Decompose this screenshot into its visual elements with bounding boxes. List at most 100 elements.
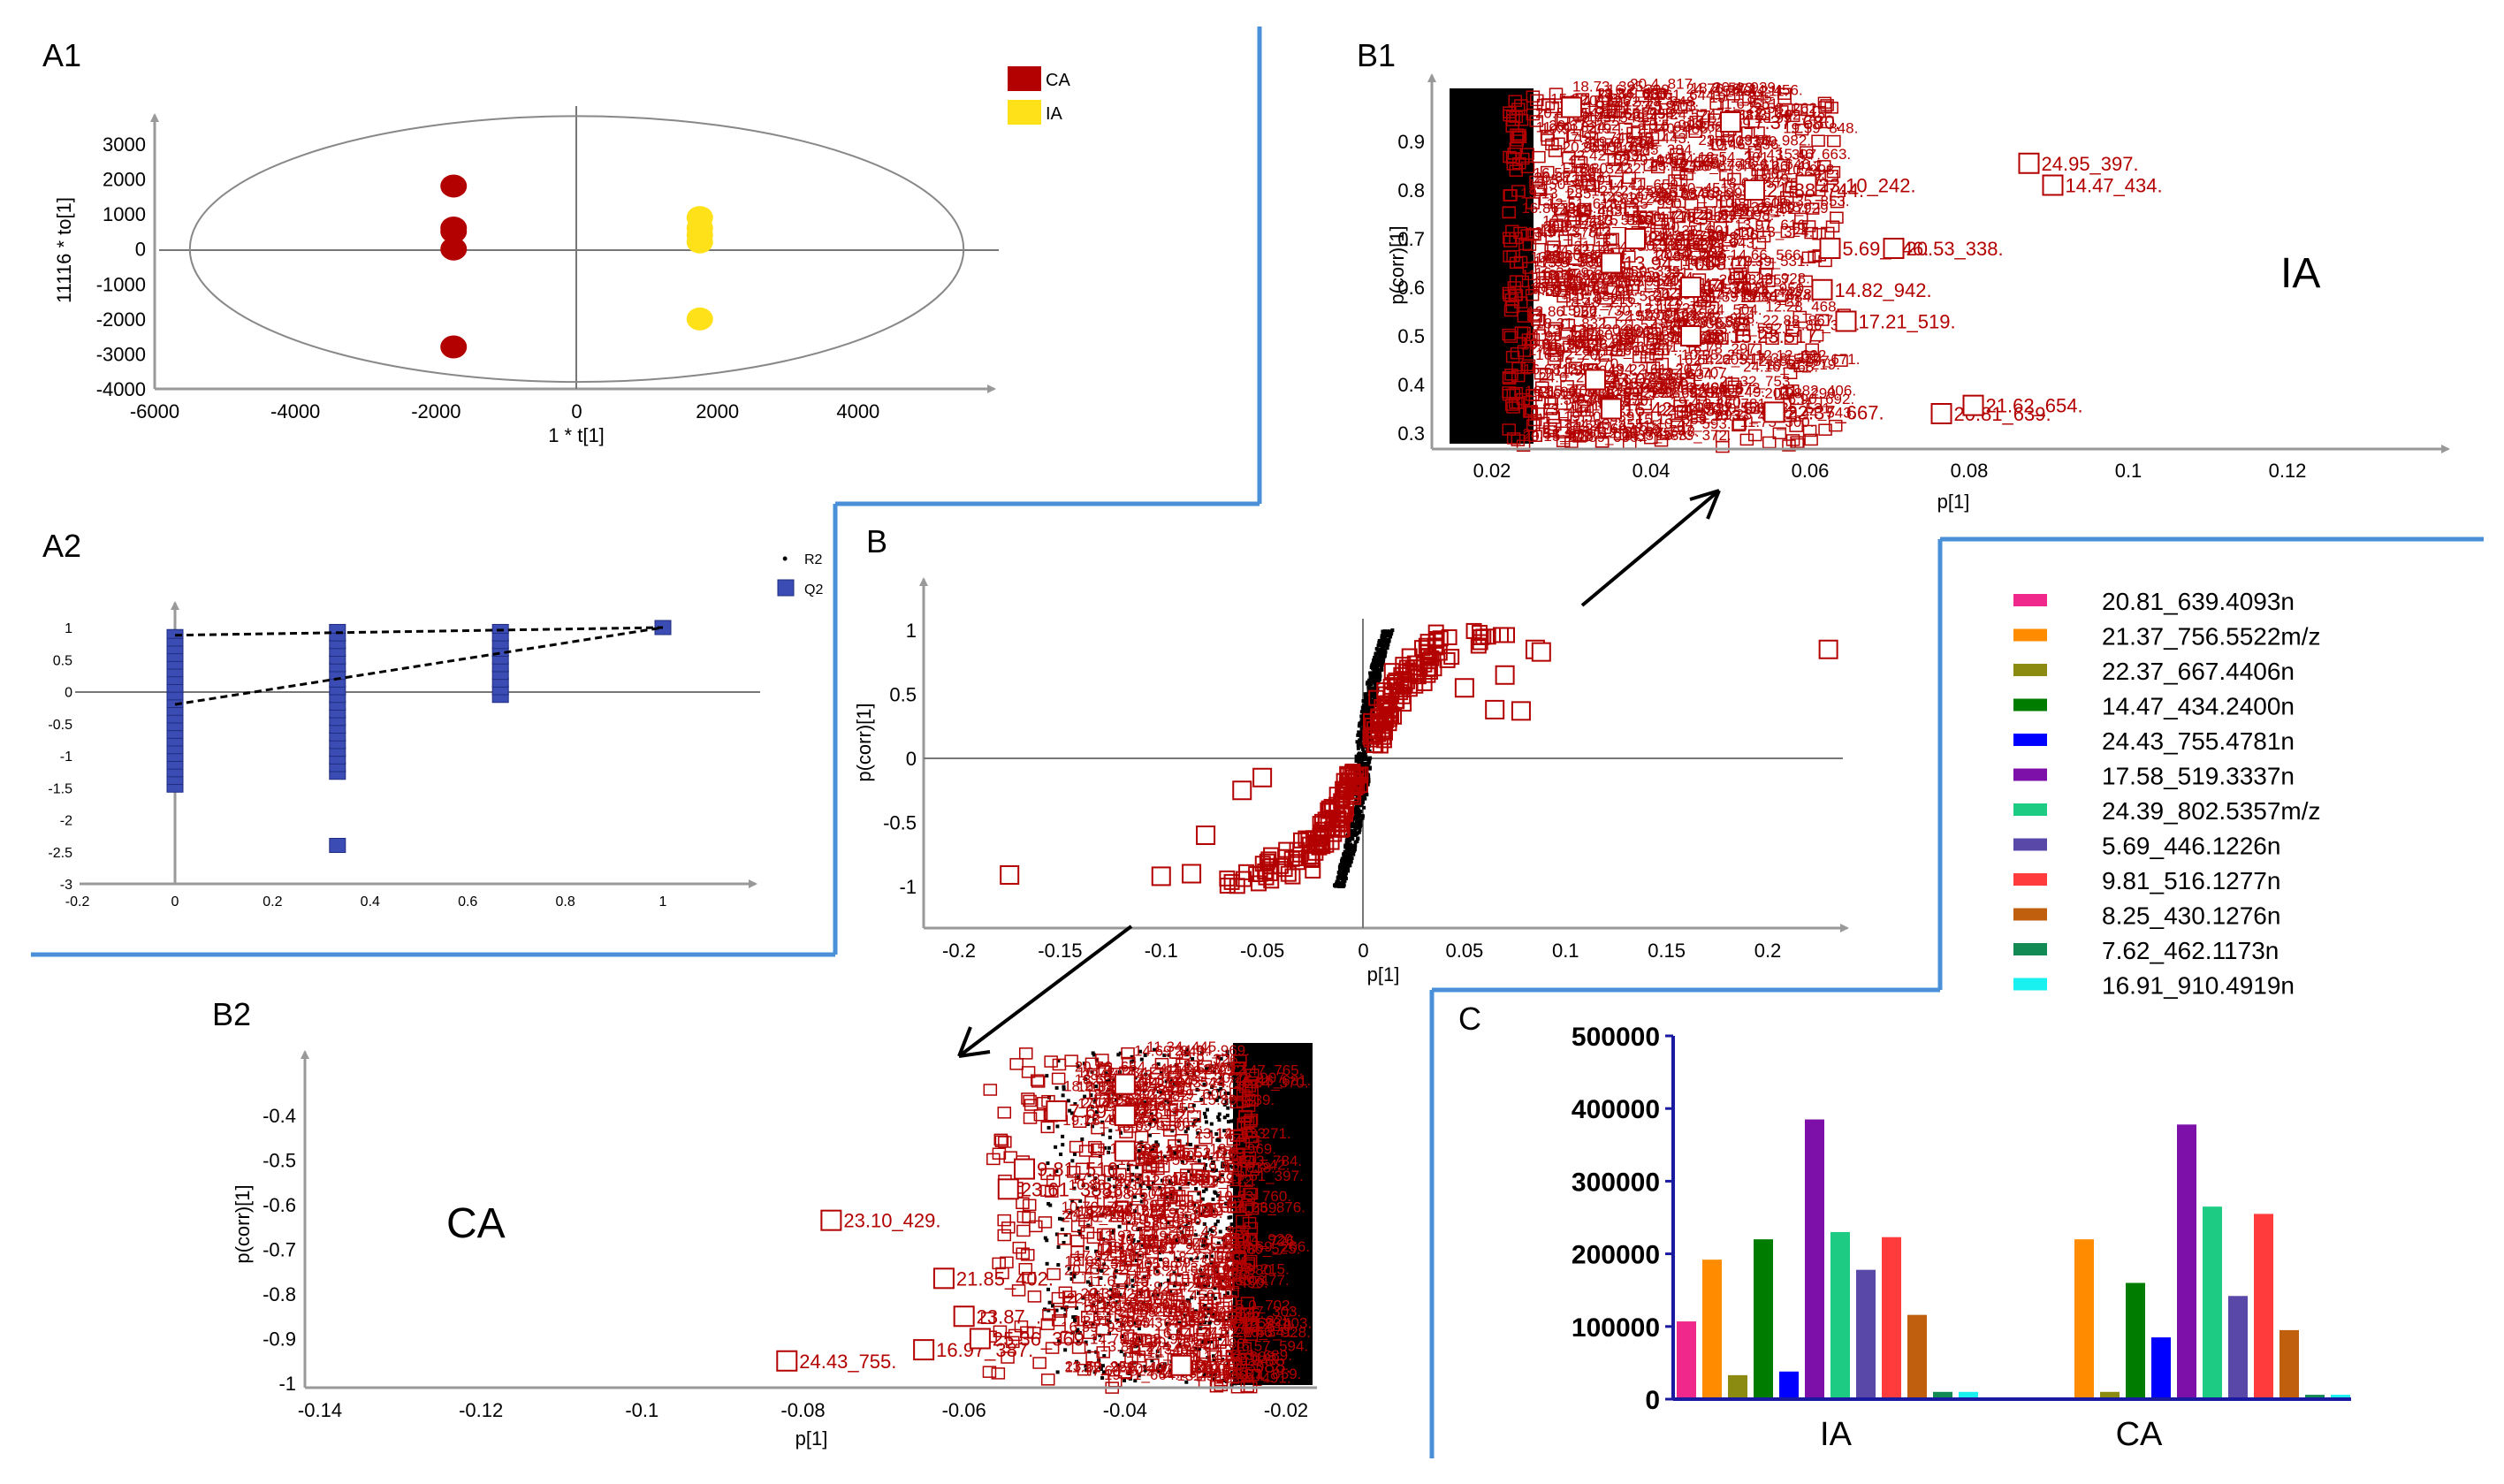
b2-selected-point bbox=[1196, 1328, 1210, 1341]
b2-selected-point bbox=[1064, 1054, 1078, 1067]
b1-filler-label: 12.50_484. bbox=[1740, 288, 1815, 305]
b2-filler-label: 24.80_282. bbox=[1129, 1334, 1204, 1351]
b-variable-point bbox=[1363, 696, 1367, 701]
b2-variable-point bbox=[1229, 1222, 1234, 1227]
b2-filler-label: 12.45_753. bbox=[1117, 1152, 1192, 1168]
b2-variable-point bbox=[1202, 1221, 1206, 1226]
b2-variable-point bbox=[1232, 1290, 1237, 1295]
b1-filler-label: 24.72_415. bbox=[1588, 417, 1663, 434]
b2-variable-point bbox=[1047, 1300, 1052, 1305]
c-legend-swatch bbox=[2013, 873, 2047, 886]
b2-selected-point bbox=[1241, 1100, 1256, 1113]
b2-variable-point bbox=[1143, 1053, 1147, 1057]
b2-filler-label: 16.64_370. bbox=[1234, 1074, 1309, 1091]
b2-variable-point bbox=[1184, 1380, 1189, 1384]
b-variable-point bbox=[1357, 761, 1361, 765]
b2-variable-point bbox=[1207, 1321, 1212, 1326]
b2-selected-point bbox=[1233, 1252, 1247, 1265]
b1-selected-point bbox=[1804, 433, 1818, 446]
b1-selected-point bbox=[1510, 346, 1525, 360]
b2-variable-point bbox=[1156, 1062, 1161, 1066]
b2-filler-label: 14.57_991. bbox=[1123, 1300, 1199, 1317]
b2-variable-point bbox=[1232, 1118, 1237, 1123]
b1-selected-point bbox=[1755, 220, 1770, 232]
b1-selected-point bbox=[1687, 364, 1701, 377]
b-variable-point bbox=[1359, 742, 1364, 747]
b1-filler-label: 13.97_616. bbox=[1734, 217, 1809, 233]
b2-filler-label: 20.0_837. bbox=[1141, 1197, 1208, 1214]
b2-variable-point bbox=[1190, 1296, 1194, 1300]
b2-variable-point bbox=[1153, 1086, 1158, 1091]
b2-selected-point bbox=[1014, 1320, 1029, 1333]
b1-filler-label: 24.19_929. bbox=[1757, 200, 1832, 217]
b2-selected-point bbox=[1099, 1081, 1113, 1093]
b2-filler-label: 12.9_326. bbox=[1176, 1051, 1243, 1068]
b1-filler-label: 19.70_592. bbox=[1626, 307, 1701, 323]
b2-variable-point bbox=[1115, 1300, 1119, 1305]
b2-variable-point bbox=[1235, 1344, 1239, 1349]
b1-annotation-marker bbox=[1811, 278, 1833, 301]
b-variable-point bbox=[1346, 848, 1351, 852]
b1-selected-point bbox=[1820, 99, 1834, 111]
b1-selected-point bbox=[1530, 94, 1544, 107]
b1-selected-point bbox=[1772, 427, 1787, 440]
b1-filler-label: 19.59_848. bbox=[1783, 119, 1858, 136]
b2-variable-point bbox=[1228, 1164, 1232, 1168]
b1-selected-point bbox=[1834, 354, 1848, 367]
b2-variable-point bbox=[1136, 1176, 1140, 1181]
b1-selected-point bbox=[1653, 382, 1668, 395]
b2-variable-point bbox=[1092, 1370, 1097, 1374]
b2-variable-point bbox=[1199, 1268, 1203, 1273]
b1-filler-label: 12.79_941. bbox=[1610, 152, 1686, 169]
b-variable-point bbox=[1352, 833, 1357, 837]
c-legend-swatch bbox=[2013, 978, 2047, 991]
b1-selected-point bbox=[1666, 287, 1681, 301]
b2-selected-point bbox=[1053, 1305, 1068, 1318]
b1-filler-label: 18.8_946. bbox=[1533, 278, 1600, 295]
b1-selected-point bbox=[1581, 306, 1596, 318]
b2-variable-point bbox=[1164, 1099, 1168, 1103]
b2-variable-point bbox=[1118, 1051, 1123, 1055]
b2-filler-label: 22.54_265. bbox=[1090, 1256, 1165, 1273]
b-selected-point bbox=[1427, 637, 1443, 654]
b1-annotation-marker bbox=[1795, 174, 1817, 196]
b1-selected-point bbox=[1618, 122, 1633, 135]
b1-selected-point bbox=[1785, 434, 1800, 446]
b2-filler-label: 22.23_513. bbox=[1067, 1290, 1142, 1307]
b2-selected-point bbox=[1229, 1130, 1244, 1143]
b1-filler-label: 12.95_679. bbox=[1672, 157, 1747, 174]
b2-variable-point bbox=[1184, 1238, 1189, 1243]
b1-selected-point bbox=[1790, 436, 1804, 448]
b-variable-point bbox=[1376, 649, 1381, 653]
b1-selected-point bbox=[1540, 165, 1555, 179]
c-bar bbox=[1907, 1314, 1927, 1399]
b2-filler-label: 16.57_594. bbox=[1233, 1337, 1308, 1354]
b1-selected-point bbox=[1731, 419, 1746, 432]
b2-variable-point bbox=[1212, 1358, 1216, 1363]
b-variable-point bbox=[1367, 749, 1372, 753]
b2-variable-point bbox=[1206, 1107, 1210, 1112]
b2-variable-point bbox=[1097, 1299, 1101, 1304]
b-variable-point bbox=[1361, 783, 1366, 788]
b1-selected-point bbox=[1693, 207, 1709, 219]
b1-selected-point bbox=[1505, 350, 1520, 363]
b1-filler-label: 19.91_219. bbox=[1541, 120, 1616, 137]
b2-filler-label: 16.70_496. bbox=[1100, 1295, 1175, 1312]
b2-variable-point bbox=[1215, 1269, 1220, 1274]
b1-filler-label: 16.64_605. bbox=[1676, 352, 1751, 369]
b2-selected-point bbox=[1016, 1211, 1031, 1223]
b1-content: 11.80_394.17.78_261.15.73_643.16.64_605.… bbox=[1450, 76, 2163, 453]
b1-selected-point bbox=[1510, 128, 1524, 141]
b2-variable-point bbox=[1204, 1293, 1208, 1298]
b-variable-point bbox=[1340, 856, 1344, 861]
b2-variable-point bbox=[1084, 1340, 1088, 1344]
b2-variable-point bbox=[1153, 1266, 1157, 1270]
b1-selected-point bbox=[1533, 232, 1547, 245]
b1-selected-point bbox=[1654, 113, 1668, 126]
b2-selected-point bbox=[1242, 1080, 1257, 1092]
b-selected-point bbox=[1250, 875, 1267, 892]
b1-selected-point bbox=[1582, 115, 1596, 127]
b2-variable-point bbox=[1214, 1178, 1219, 1183]
b2-selected-point bbox=[1245, 1069, 1260, 1081]
b2-filler-label: 18.53_472. bbox=[1181, 1172, 1256, 1189]
